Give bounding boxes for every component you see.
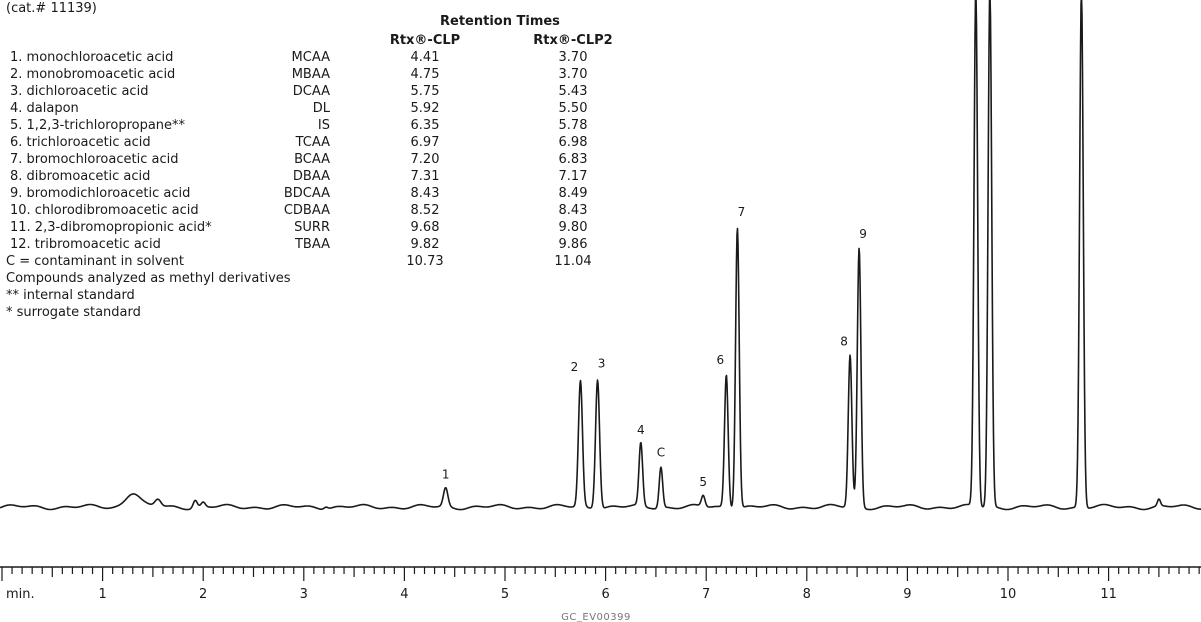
compound-name: 2. monobromoacetic acid <box>10 67 175 82</box>
compound-abbreviation: BDCAA <box>284 186 330 201</box>
compound-name: 3. dichloroacetic acid <box>10 84 148 99</box>
axis-tick-label: 2 <box>199 587 207 602</box>
retention-time-clp2: 9.86 <box>559 237 588 252</box>
compound-abbreviation: SURR <box>294 220 330 235</box>
compound-abbreviation: MCAA <box>292 50 331 65</box>
peak-label: 9 <box>859 227 867 241</box>
retention-time-clp2: 8.43 <box>559 203 588 218</box>
peak-label: 2 <box>571 360 579 374</box>
retention-time-clp2: 7.17 <box>559 169 588 184</box>
axis-tick-label: 5 <box>501 587 509 602</box>
compound-name: 10. chlorodibromoacetic acid <box>10 203 199 218</box>
axis-tick-label: 11 <box>1100 587 1117 602</box>
compound-abbreviation: CDBAA <box>284 203 330 218</box>
peak-label: 3 <box>598 357 606 371</box>
table-note: * surrogate standard <box>6 305 141 320</box>
retention-time-clp: 9.68 <box>411 220 440 235</box>
axis-tick-label: 6 <box>601 587 609 602</box>
retention-times-header: Retention Times <box>440 14 560 29</box>
column-header-rtx-clp2: Rtx®-CLP2 <box>533 33 612 48</box>
compound-abbreviation: TCAA <box>295 135 331 150</box>
retention-time-clp2: 5.43 <box>559 84 588 99</box>
retention-time-clp2: 3.70 <box>559 67 588 82</box>
table-note: ** internal standard <box>6 288 135 303</box>
retention-time-clp2: 6.98 <box>559 135 588 150</box>
compound-name: 7. bromochloroacetic acid <box>10 152 178 167</box>
compound-name: 11. 2,3-dibromopropionic acid* <box>10 220 212 235</box>
compound-abbreviation: TBAA <box>294 237 330 252</box>
retention-time-clp: 9.82 <box>411 237 440 252</box>
retention-time-clp: 7.31 <box>411 169 440 184</box>
axis-tick-label: 8 <box>803 587 811 602</box>
compound-name: 5. 1,2,3-trichloropropane** <box>10 118 186 133</box>
time-axis: min. 1 2 3 4 5 6 7 8 9 10 11 <box>0 566 1201 602</box>
compound-name: 12. tribromoacetic acid <box>10 237 161 252</box>
compound-name: 8. dibromoacetic acid <box>10 169 150 184</box>
retention-time-clp: 5.92 <box>411 101 440 116</box>
retention-time-clp: 5.75 <box>411 84 440 99</box>
compound-name: 1. monochloroacetic acid <box>10 50 173 65</box>
retention-time-clp: 10.73 <box>406 254 443 269</box>
table-note: Compounds analyzed as methyl derivatives <box>6 271 291 286</box>
peak-label: 7 <box>738 205 746 219</box>
peak-label: C <box>657 445 665 459</box>
compound-name: C = contaminant in solvent <box>6 254 184 269</box>
retention-time-clp2: 6.83 <box>559 152 588 167</box>
retention-time-clp: 4.41 <box>411 50 440 65</box>
axis-tick-label: 9 <box>903 587 911 602</box>
compound-abbreviation: BCAA <box>294 152 330 167</box>
peak-label: 1 <box>442 468 450 482</box>
retention-time-clp2: 8.49 <box>559 186 588 201</box>
retention-time-clp: 8.52 <box>411 203 440 218</box>
compound-name: 4. dalapon <box>10 101 79 116</box>
retention-time-clp2: 11.04 <box>554 254 591 269</box>
retention-time-clp: 6.35 <box>411 118 440 133</box>
retention-time-clp2: 5.78 <box>559 118 588 133</box>
compound-abbreviation: DCAA <box>293 84 330 99</box>
compound-name: 9. bromodichloroacetic acid <box>10 186 190 201</box>
figure-code: GC_EV00399 <box>561 612 631 622</box>
compound-abbreviation: MBAA <box>292 67 330 82</box>
retention-time-clp: 7.20 <box>411 152 440 167</box>
axis-tick-label: 3 <box>300 587 308 602</box>
axis-tick-label: 10 <box>1000 587 1017 602</box>
axis-unit-label: min. <box>6 587 35 602</box>
compound-abbreviation: IS <box>318 118 330 133</box>
retention-table: Retention Times Rtx®-CLP Rtx®-CLP2 1. mo… <box>6 14 613 320</box>
peak-label: 6 <box>716 353 724 367</box>
column-header-rtx-clp: Rtx®-CLP <box>390 33 460 48</box>
peak-label: 5 <box>699 475 707 489</box>
retention-time-clp: 6.97 <box>411 135 440 150</box>
chromatogram-plot: 1 2 3 4C 5 6 7 8 9 <box>0 0 1201 511</box>
peak-label: 8 <box>840 334 848 348</box>
axis-tick-label: 7 <box>702 587 710 602</box>
axis-tick-label: 4 <box>400 587 408 602</box>
retention-time-clp2: 5.50 <box>559 101 588 116</box>
axis-tick-label: 1 <box>98 587 106 602</box>
peak-label: 4 <box>637 423 645 437</box>
catalog-number: (cat.# 11139) <box>6 1 97 16</box>
retention-time-clp: 4.75 <box>411 67 440 82</box>
compound-name: 6. trichloroacetic acid <box>10 135 151 150</box>
retention-time-clp2: 3.70 <box>559 50 588 65</box>
retention-time-clp: 8.43 <box>411 186 440 201</box>
retention-time-clp2: 9.80 <box>559 220 588 235</box>
compound-abbreviation: DBAA <box>293 169 330 184</box>
chromatogram-trace <box>0 0 1201 511</box>
compound-abbreviation: DL <box>313 101 331 116</box>
